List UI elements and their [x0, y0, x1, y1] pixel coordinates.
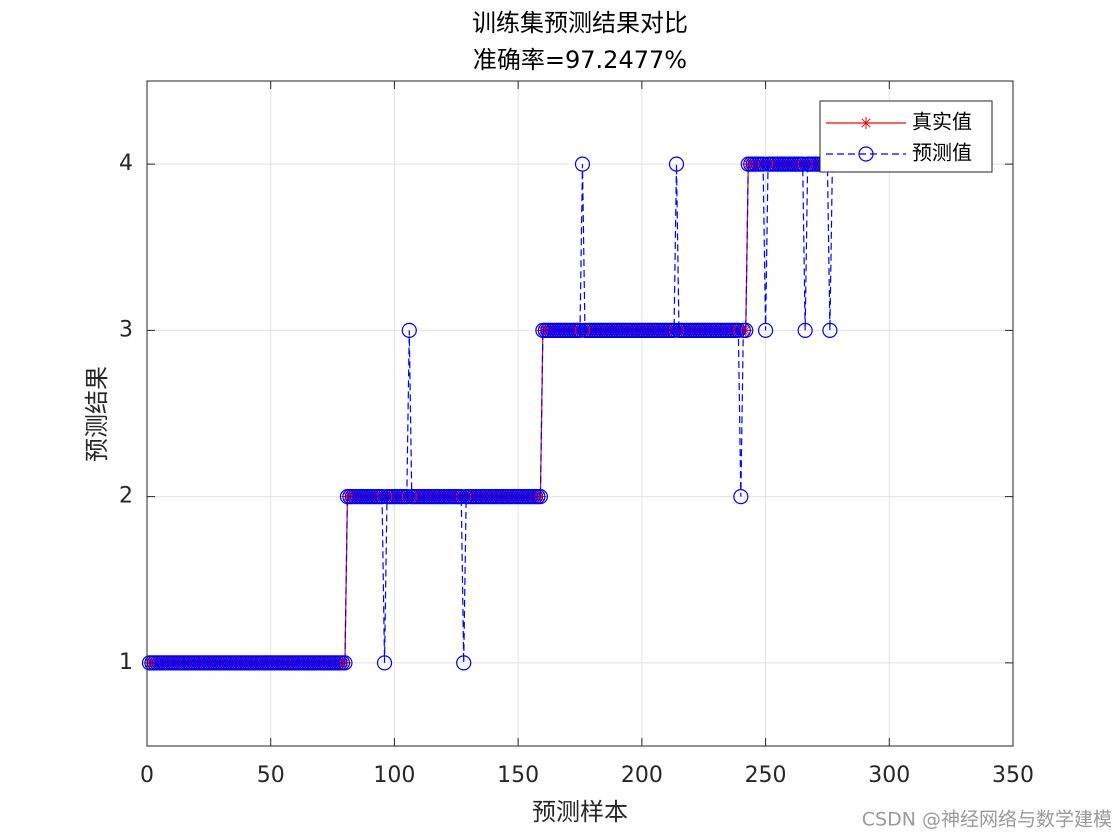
y-tick-label: 1: [119, 650, 133, 675]
x-tick-label: 0: [140, 763, 154, 788]
x-tick-label: 250: [745, 763, 787, 788]
x-tick-label: 300: [868, 763, 910, 788]
legend-label: 真实值: [912, 110, 972, 134]
circle-marker: [730, 322, 746, 338]
circle-marker: [822, 322, 838, 338]
plot-frame: [146, 80, 1014, 747]
y-tick-label: 2: [119, 484, 133, 509]
circle-marker: [401, 322, 417, 338]
circle-marker: [755, 156, 771, 172]
circle-marker: [453, 489, 469, 505]
y-tick-label: 3: [119, 317, 133, 342]
chart-title: 训练集预测结果对比: [472, 9, 688, 37]
circle-marker: [376, 655, 393, 671]
watermark: CSDN @神经网络与数学建模: [862, 809, 1112, 831]
x-tick-label: 350: [992, 763, 1034, 788]
x-tick-label: 200: [621, 763, 663, 788]
circle-marker: [456, 655, 472, 671]
y-axis-label: 预测结果: [83, 366, 111, 462]
circle-marker: [374, 489, 390, 505]
legend-marker: [858, 146, 874, 162]
x-tick-label: 50: [257, 763, 285, 788]
x-tick-label: 150: [497, 763, 539, 788]
circle-marker: [337, 655, 353, 671]
chart-subtitle: 准确率=97.2477%: [473, 46, 687, 74]
circle-marker: [399, 489, 415, 505]
x-axis-label: 预测样本: [532, 798, 628, 826]
circle-marker: [668, 156, 685, 172]
legend-box: [819, 100, 993, 173]
circle-marker: [738, 322, 754, 338]
circle-marker: [532, 489, 549, 505]
legend-label: 预测值: [912, 141, 972, 165]
circle-marker: [572, 322, 588, 338]
circle-marker: [666, 322, 682, 338]
circle-marker: [795, 156, 811, 172]
circle-marker: [574, 156, 591, 172]
circle-marker: [733, 489, 749, 505]
x-tick-label: 100: [373, 763, 415, 788]
legend-marker: [860, 117, 872, 129]
circle-marker: [797, 322, 813, 338]
circle-marker: [757, 322, 774, 338]
y-tick-label: 4: [119, 151, 133, 176]
